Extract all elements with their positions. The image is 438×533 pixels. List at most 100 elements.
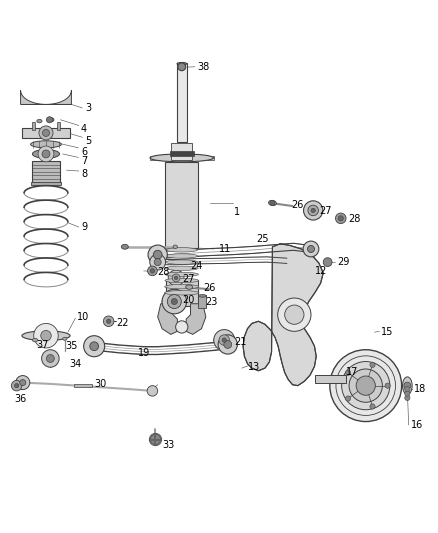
- Circle shape: [46, 117, 53, 123]
- Circle shape: [106, 319, 111, 324]
- Circle shape: [153, 251, 162, 259]
- Circle shape: [14, 383, 19, 388]
- Ellipse shape: [37, 119, 42, 123]
- Ellipse shape: [47, 118, 54, 122]
- Circle shape: [405, 391, 410, 396]
- Text: 18: 18: [414, 384, 426, 394]
- Polygon shape: [21, 91, 71, 104]
- Circle shape: [219, 335, 230, 345]
- Bar: [74, 384, 92, 387]
- Circle shape: [385, 383, 390, 388]
- Bar: [166, 163, 198, 248]
- Ellipse shape: [186, 285, 193, 289]
- Text: 26: 26: [204, 282, 216, 293]
- Circle shape: [171, 298, 177, 304]
- Bar: [31, 182, 61, 185]
- Bar: [315, 375, 346, 383]
- Circle shape: [150, 434, 161, 445]
- Ellipse shape: [31, 141, 61, 148]
- Ellipse shape: [63, 337, 67, 340]
- Circle shape: [168, 270, 184, 286]
- Circle shape: [218, 335, 237, 354]
- Circle shape: [338, 216, 343, 221]
- Text: 35: 35: [65, 341, 77, 351]
- Text: 13: 13: [247, 362, 260, 372]
- Circle shape: [224, 341, 232, 349]
- Text: 23: 23: [205, 296, 217, 306]
- Ellipse shape: [165, 278, 198, 282]
- Text: 19: 19: [138, 348, 150, 358]
- Ellipse shape: [121, 245, 128, 249]
- Circle shape: [304, 201, 323, 220]
- Circle shape: [370, 404, 375, 409]
- Circle shape: [162, 289, 187, 314]
- Text: 29: 29: [337, 257, 350, 267]
- Circle shape: [39, 126, 53, 140]
- Text: 25: 25: [256, 235, 269, 244]
- Text: 38: 38: [197, 62, 209, 72]
- Circle shape: [16, 376, 30, 390]
- Text: 5: 5: [85, 136, 92, 146]
- Text: 10: 10: [77, 312, 89, 322]
- Ellipse shape: [166, 248, 198, 252]
- Text: 28: 28: [158, 266, 170, 277]
- Circle shape: [154, 259, 161, 265]
- Circle shape: [148, 245, 167, 264]
- Polygon shape: [243, 244, 323, 386]
- Circle shape: [278, 298, 311, 332]
- Ellipse shape: [173, 245, 177, 248]
- Ellipse shape: [164, 290, 199, 295]
- Circle shape: [42, 130, 49, 136]
- Circle shape: [405, 386, 410, 392]
- Circle shape: [307, 246, 314, 253]
- Circle shape: [349, 369, 382, 402]
- Ellipse shape: [268, 200, 276, 206]
- Text: 33: 33: [162, 440, 174, 450]
- Circle shape: [346, 396, 351, 401]
- Text: 37: 37: [36, 341, 48, 350]
- Ellipse shape: [165, 266, 198, 270]
- Polygon shape: [186, 304, 206, 334]
- Ellipse shape: [22, 331, 70, 341]
- Circle shape: [336, 213, 346, 223]
- Ellipse shape: [32, 150, 60, 158]
- Circle shape: [103, 316, 114, 327]
- Circle shape: [356, 376, 375, 395]
- Circle shape: [311, 208, 315, 213]
- Bar: [198, 295, 206, 308]
- Text: 3: 3: [85, 103, 92, 113]
- Bar: [170, 151, 194, 156]
- Circle shape: [42, 350, 59, 367]
- Text: 27: 27: [182, 274, 194, 284]
- Bar: [150, 156, 213, 160]
- Text: 28: 28: [348, 214, 360, 224]
- Ellipse shape: [166, 260, 198, 264]
- Text: 11: 11: [219, 244, 231, 254]
- Circle shape: [222, 338, 226, 342]
- Text: 24: 24: [191, 261, 203, 271]
- Circle shape: [303, 241, 319, 257]
- Bar: [166, 280, 198, 306]
- Circle shape: [150, 254, 166, 270]
- Circle shape: [270, 200, 275, 206]
- Circle shape: [178, 63, 186, 71]
- Text: 9: 9: [81, 222, 87, 232]
- Ellipse shape: [166, 254, 198, 258]
- Circle shape: [346, 370, 351, 375]
- Circle shape: [285, 305, 304, 324]
- Circle shape: [90, 342, 99, 351]
- Bar: [177, 63, 187, 142]
- Ellipse shape: [150, 154, 213, 162]
- Ellipse shape: [177, 62, 187, 65]
- Circle shape: [84, 336, 105, 357]
- Circle shape: [42, 150, 50, 158]
- Ellipse shape: [162, 297, 187, 305]
- Circle shape: [34, 324, 58, 348]
- Ellipse shape: [165, 285, 199, 289]
- Text: 30: 30: [94, 379, 106, 389]
- Text: 8: 8: [81, 168, 87, 179]
- Bar: [32, 161, 60, 184]
- Circle shape: [41, 330, 51, 341]
- Circle shape: [20, 379, 26, 386]
- Circle shape: [174, 276, 178, 280]
